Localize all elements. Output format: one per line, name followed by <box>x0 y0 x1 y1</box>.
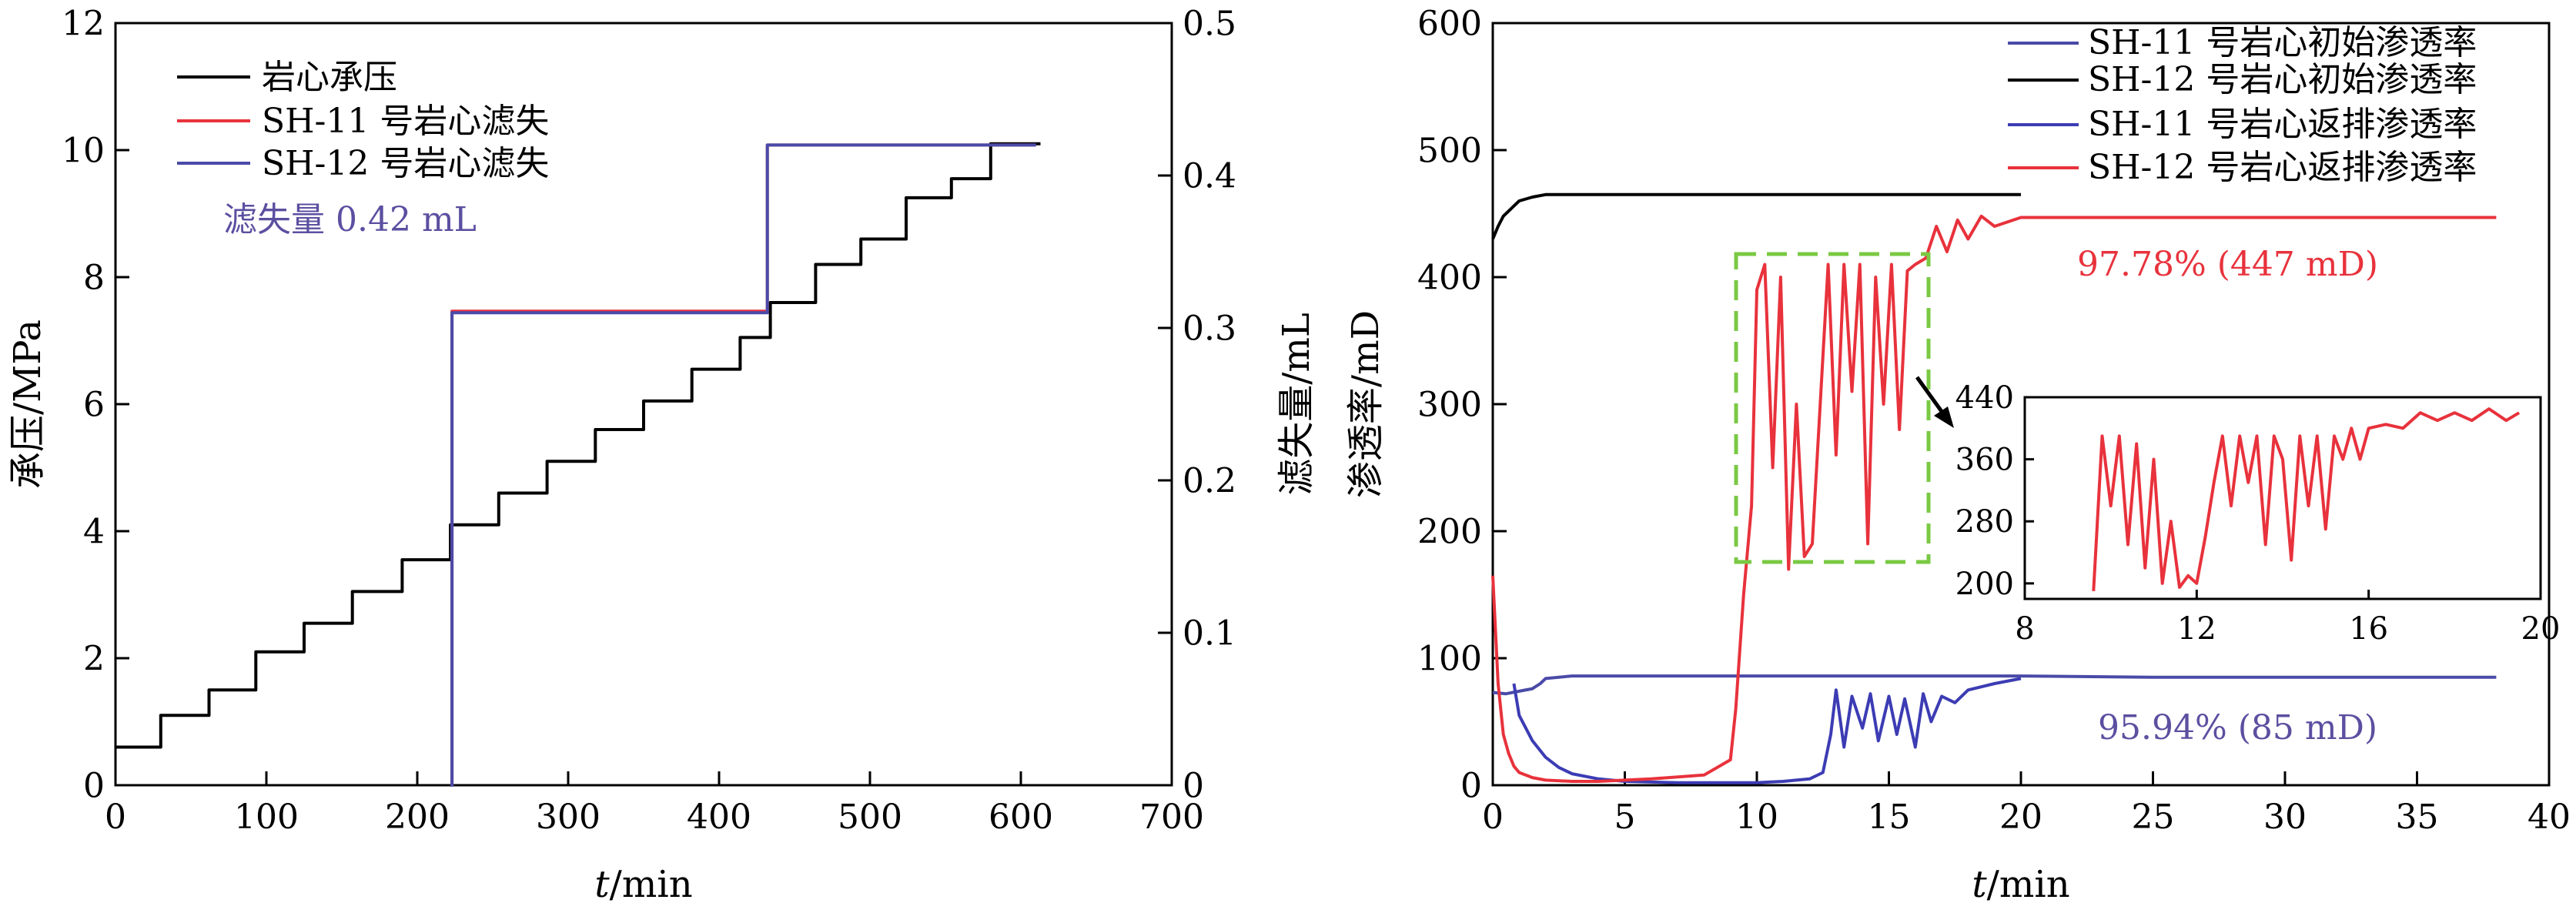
inset-series <box>2092 407 2521 592</box>
right-x-tick-label: 15 <box>1868 798 1911 837</box>
right-x-tick-label: 25 <box>2132 798 2175 837</box>
loss-annotation: 滤失量 0.42 mL <box>223 200 477 239</box>
sh12-recovery-annotation: 97.78% (447 mD) <box>2077 245 2378 284</box>
highlight-box <box>1734 252 1931 564</box>
left-x-tick-label: 700 <box>1139 798 1204 837</box>
right-x-tick-label: 20 <box>1999 798 2042 837</box>
left-y-tick-label: 8 <box>83 258 105 297</box>
inset-y-tick-label: 360 <box>1955 443 2014 478</box>
inset-sh12-return-line <box>2092 407 2521 592</box>
inset-frame <box>2023 396 2542 600</box>
inset-x-tick-label: 16 <box>2349 611 2388 647</box>
left-y-tick-label: 0 <box>83 766 105 805</box>
right-x-tick-label: 30 <box>2263 798 2307 837</box>
legend-label-sh12-loss: SH-12 号岩心滤失 <box>262 144 549 183</box>
inset-y-tick-label: 440 <box>1955 380 2014 416</box>
series-pressure-line <box>115 142 1041 749</box>
left-x-tick-label: 200 <box>385 798 450 837</box>
left-y2-tick-label: 0.3 <box>1183 309 1236 348</box>
inset-arrow-head <box>1934 406 1954 428</box>
left-x-tick-label: 500 <box>838 798 902 837</box>
left-y-tick-label: 12 <box>62 4 105 43</box>
right-x-axis-title: t/min <box>1972 863 2069 906</box>
left-x-tick-label: 400 <box>687 798 751 837</box>
right-x-tick-label: 0 <box>1482 798 1504 837</box>
left-y-axis-title: 承压/MPa <box>6 319 49 489</box>
left-chart: 0 100 200 300 400 500 600 70002468101200.10.20.… <box>6 4 1318 906</box>
inset-x-tick-label: 8 <box>2015 611 2034 647</box>
left-y2-tick-label: 0.5 <box>1183 4 1236 43</box>
series-sh11-initial-line <box>1492 674 2497 696</box>
legend-label-pressure: 岩心承压 <box>262 58 397 97</box>
legend-label-sh12-initial: SH-12 号岩心初始渗透率 <box>2088 60 2477 99</box>
left-y2-tick-label: 0.4 <box>1183 156 1236 196</box>
right-y-tick-label: 0 <box>1460 766 1482 805</box>
left-y-tick-label: 10 <box>62 131 105 170</box>
left-x-axis-title: t/min <box>594 863 692 906</box>
legend-label-sh11-initial: SH-11 号岩心初始渗透率 <box>2088 23 2477 62</box>
right-y-tick-label: 200 <box>1417 512 1482 551</box>
left-x-tick-label: 0 <box>105 798 126 837</box>
inset-ticks: 8 12 16 20 200 280 360 440 <box>1955 380 2561 647</box>
left-ticks: 0 100 200 300 400 500 600 70002468101200.10.20.… <box>62 4 1236 837</box>
inset-y-tick-label: 200 <box>1955 567 2014 602</box>
right-x-tick-label: 5 <box>1614 798 1636 837</box>
left-x-tick-label: 600 <box>989 798 1053 837</box>
left-y-tick-label: 6 <box>83 385 105 424</box>
inset-arrow <box>1915 376 1947 417</box>
series-sh12-return-line <box>1491 214 2497 783</box>
right-y-tick-label: 100 <box>1417 639 1482 678</box>
right-y-tick-label: 300 <box>1417 385 1482 424</box>
right-legend: SH-11 号岩心初始渗透率 SH-12 号岩心初始渗透率 SH-11 号岩心返… <box>2008 23 2477 187</box>
right-y-tick-label: 400 <box>1417 258 1482 297</box>
left-y2-tick-label: 0.2 <box>1183 461 1236 500</box>
sh11-recovery-annotation: 95.94% (85 mD) <box>2098 708 2377 747</box>
inset-x-tick-label: 20 <box>2521 611 2561 647</box>
right-x-tick-label: 10 <box>1735 798 1778 837</box>
series-sh11-loss-line <box>450 143 1036 787</box>
right-y-axis-title: 渗透率/mD <box>1344 310 1387 498</box>
left-x-tick-label: 100 <box>234 798 299 837</box>
right-x-tick-label: 40 <box>2527 798 2571 837</box>
right-series <box>1491 192 2497 784</box>
right-x-tick-label: 35 <box>2396 798 2439 837</box>
left-y2-tick-label: 0 <box>1183 766 1204 805</box>
left-y-tick-label: 4 <box>83 512 105 551</box>
right-y-tick-label: 500 <box>1417 131 1482 170</box>
left-legend: 岩心承压 SH-11 号岩心滤失 SH-12 号岩心滤失 <box>177 58 549 183</box>
left-y2-axis-title: 滤失量/mL <box>1275 313 1318 496</box>
inset-y-tick-label: 280 <box>1955 504 2014 540</box>
series-sh12-loss-line <box>450 143 1036 787</box>
left-series <box>115 142 1041 787</box>
legend-label-sh11-loss: SH-11 号岩心滤失 <box>262 102 549 141</box>
left-y-tick-label: 2 <box>83 639 105 678</box>
left-y2-tick-label: 0.1 <box>1183 614 1236 653</box>
inset-x-tick-label: 12 <box>2177 611 2216 647</box>
series-sh11-return-line <box>1512 677 2022 784</box>
series-sh12-initial-line <box>1491 192 2021 240</box>
legend-label-sh12-return: SH-12 号岩心返排渗透率 <box>2088 148 2477 187</box>
left-x-tick-label: 300 <box>536 798 601 837</box>
legend-label-sh11-return: SH-11 号岩心返排渗透率 <box>2088 105 2477 144</box>
right-y-tick-label: 600 <box>1417 4 1482 43</box>
